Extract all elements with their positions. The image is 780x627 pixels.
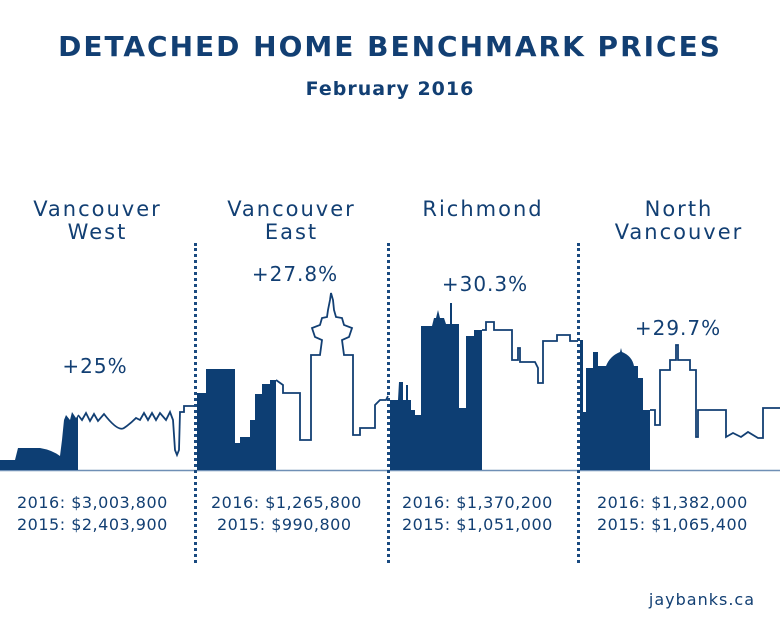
- prices-vancouver-west: 2016: $3,003,800 2015: $2,403,900: [17, 492, 168, 536]
- change-north-vancouver: +29.7%: [634, 316, 722, 340]
- skyline-illustration: [0, 292, 780, 472]
- region-name-line2: Vancouver: [614, 220, 744, 244]
- region-name-line1: Vancouver: [227, 197, 356, 221]
- page-title: DETACHED HOME BENCHMARK PRICES: [58, 30, 722, 63]
- skyline-vancouver-west: [0, 405, 195, 470]
- price-2015: 2015: $1,051,000: [402, 515, 553, 534]
- price-2016: 2016: $3,003,800: [17, 493, 168, 512]
- region-name-vancouver-east: Vancouver East: [195, 198, 388, 244]
- price-2016: 2016: $1,382,000: [597, 493, 748, 512]
- region-name-line2: East: [264, 220, 319, 244]
- divider-2: [387, 243, 390, 563]
- price-2015: 2015: $1,065,400: [597, 515, 748, 534]
- region-name-line2: West: [67, 220, 128, 244]
- divider-3: [577, 243, 580, 563]
- skyline-north-vancouver: [580, 340, 780, 470]
- divider-1: [194, 243, 197, 563]
- skyline-vancouver-east: [197, 292, 389, 470]
- source-credit: jaybanks.ca: [648, 590, 755, 609]
- region-name-line1: Richmond: [422, 197, 544, 221]
- skyline-richmond: [390, 303, 578, 470]
- region-name-vancouver-west: Vancouver West: [0, 198, 195, 244]
- prices-richmond: 2016: $1,370,200 2015: $1,051,000: [402, 492, 553, 536]
- price-2016: 2016: $1,265,800: [211, 493, 362, 512]
- region-name-richmond: Richmond: [388, 198, 578, 221]
- region-name-north-vancouver: North Vancouver: [578, 198, 780, 244]
- page-subtitle: February 2016: [305, 78, 475, 100]
- price-2016: 2016: $1,370,200: [402, 493, 553, 512]
- price-2015: 2015: $990,800: [217, 515, 352, 534]
- change-vancouver-west: +25%: [62, 354, 128, 378]
- change-vancouver-east: +27.8%: [251, 262, 339, 286]
- price-2015: 2015: $2,403,900: [17, 515, 168, 534]
- prices-vancouver-east: 2016: $1,265,800 2015: $990,800: [211, 492, 362, 536]
- region-name-line1: Vancouver: [33, 197, 162, 221]
- change-richmond: +30.3%: [441, 272, 529, 296]
- region-name-line1: North: [644, 197, 714, 221]
- prices-north-vancouver: 2016: $1,382,000 2015: $1,065,400: [597, 492, 748, 536]
